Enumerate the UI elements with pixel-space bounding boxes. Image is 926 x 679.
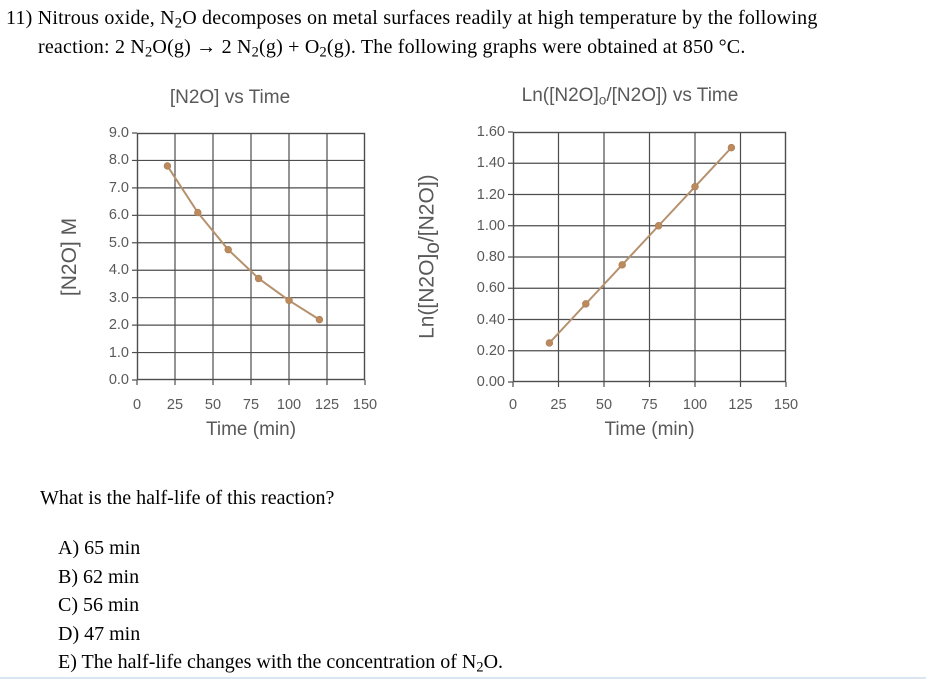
- y-tick-label: 3.0: [108, 289, 129, 306]
- y-tick-label: 0.80: [476, 249, 505, 265]
- y-tick-label: 1.00: [476, 217, 505, 234]
- y-tick-label: 4.0: [108, 262, 129, 279]
- x-axis-title: Time (min): [604, 419, 695, 440]
- option-c: C) 56 min: [58, 594, 139, 617]
- series-line: [548, 146, 733, 344]
- y-axis-title: [N2O] M: [56, 133, 84, 380]
- x-tick-label: 25: [550, 397, 567, 413]
- subscript-text: 2: [174, 15, 183, 32]
- y-tick-label: 1.20: [476, 186, 505, 203]
- text-segment: [N2O] M: [58, 217, 81, 296]
- x-tick-label: 75: [641, 397, 658, 413]
- x-tick-label: 50: [595, 397, 613, 413]
- text-segment: E) The half-life changes with the concen…: [58, 651, 477, 673]
- y-tick-label: 1.60: [476, 124, 505, 140]
- subscript-text: 2: [251, 44, 260, 61]
- text-segment: D) 47 min: [58, 623, 141, 645]
- x-tick-label: 150: [352, 397, 378, 413]
- text-segment: /[N2O]) vs Time: [606, 85, 739, 106]
- subscript-text: 2: [145, 44, 153, 61]
- question-text-line-1: 11) Nitrous oxide, N2O decomposes on met…: [6, 7, 818, 33]
- text-segment: reaction: 2 N: [38, 36, 146, 58]
- y-tick-label: 0.20: [476, 342, 505, 359]
- text-segment: O decomposes on metal surfaces readily a…: [182, 7, 818, 29]
- x-tick-label: 125: [728, 397, 753, 413]
- plot-area: [508, 131, 787, 387]
- data-point: [691, 182, 699, 191]
- x-tick-label: 100: [276, 397, 302, 413]
- text-segment: O.: [483, 651, 504, 673]
- question-text-line-2: reaction: 2 N2O(g) → 2 N2(g) + O2(g). Th…: [38, 36, 746, 62]
- x-tick-label: 150: [773, 397, 799, 413]
- option-a: A) 65 min: [58, 537, 140, 560]
- data-point: [285, 296, 293, 305]
- text-segment: 11) Nitrous oxide, N: [6, 7, 175, 29]
- bottom-edge-artifact: [0, 677, 926, 679]
- text-segment: Ln([N2O]: [521, 85, 599, 106]
- y-axis-title: Ln([N2O]o/[N2O]): [415, 132, 444, 382]
- text-segment: C) 56 min: [58, 594, 140, 616]
- data-point: [582, 300, 590, 308]
- x-axis-title: Time (min): [205, 419, 297, 440]
- y-tick-label: 0.40: [476, 311, 505, 328]
- option-b: B) 62 min: [58, 566, 139, 589]
- plot-border: [136, 132, 366, 381]
- x-tick-label: 50: [204, 397, 222, 413]
- data-point: [545, 339, 554, 347]
- data-point: [654, 222, 663, 230]
- y-tick-label: 0.00: [476, 374, 505, 390]
- text-segment: [N2O] vs Time: [169, 87, 291, 108]
- plot-area: [132, 132, 366, 385]
- data-point: [727, 143, 736, 152]
- x-tick-label: 100: [682, 397, 708, 413]
- option-d: D) 47 min: [58, 623, 140, 646]
- data-point: [618, 261, 626, 269]
- subscript-text: 2: [476, 659, 484, 676]
- option-e: E) The half-life changes with the concen…: [58, 651, 503, 677]
- y-tick-label: 6.0: [108, 207, 129, 224]
- text-segment: B) 62 min: [58, 566, 140, 588]
- data-point: [254, 274, 263, 283]
- y-tick-label: 9.0: [108, 125, 129, 141]
- y-tick-label: 1.40: [476, 155, 505, 172]
- data-point: [163, 162, 172, 170]
- chart-title: Ln([N2O]o/[N2O]) vs Time: [425, 85, 835, 107]
- text-segment: A) 65 min: [58, 537, 141, 559]
- subscript-text: 2: [319, 44, 327, 61]
- y-tick-label: 2.0: [108, 317, 129, 334]
- x-tick-label: 25: [166, 397, 184, 413]
- x-tick-label: 0: [508, 397, 518, 413]
- x-tick-label: 75: [242, 397, 260, 413]
- y-tick-label: 0.0: [108, 372, 129, 388]
- subscript-text: o: [598, 92, 607, 108]
- text-segment: Ln([N2O]: [415, 254, 439, 340]
- text-segment: (g) + O: [259, 36, 320, 58]
- text-segment: O(g) → 2 N: [152, 36, 252, 58]
- y-tick-label: 7.0: [108, 179, 129, 196]
- y-tick-label: 8.0: [108, 152, 129, 169]
- x-tick-label: 0: [132, 397, 142, 413]
- x-tick-label: 125: [314, 397, 340, 413]
- subscript-text: o: [420, 242, 444, 255]
- data-point: [194, 208, 202, 217]
- data-point: [315, 315, 324, 324]
- plot-border: [512, 131, 787, 383]
- data-point: [224, 245, 232, 254]
- y-tick-label: 5.0: [108, 234, 129, 251]
- chart-title: [N2O] vs Time: [60, 87, 400, 109]
- y-tick-label: 0.60: [476, 280, 505, 297]
- question-prompt: What is the half-life of this reaction?: [40, 487, 335, 509]
- text-segment: /[N2O]): [415, 174, 439, 243]
- y-tick-label: 1.0: [108, 344, 129, 361]
- text-segment: (g). The following graphs were obtained …: [326, 36, 746, 58]
- series-line: [166, 165, 320, 321]
